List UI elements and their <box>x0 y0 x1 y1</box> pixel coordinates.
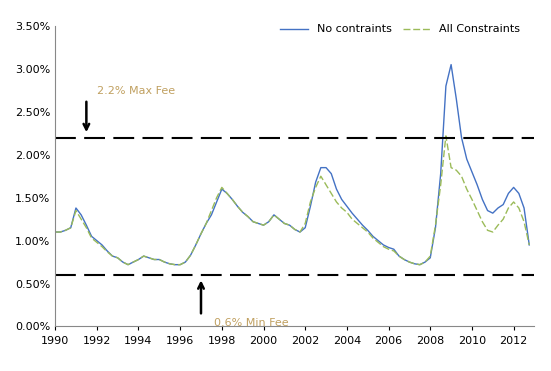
All Constraints <box>442 134 449 138</box>
No contraints <box>125 262 131 267</box>
Legend: No contraints, All Constraints: No contraints, All Constraints <box>276 20 525 39</box>
No contraints <box>338 197 345 201</box>
All Constraints <box>432 223 439 227</box>
No contraints <box>526 243 533 247</box>
Line: All Constraints: All Constraints <box>55 136 530 265</box>
No contraints <box>437 171 444 176</box>
Text: 0.6% Min Fee: 0.6% Min Fee <box>213 318 288 328</box>
No contraints <box>427 256 434 260</box>
No contraints <box>52 230 58 234</box>
All Constraints <box>125 262 131 267</box>
All Constraints <box>338 206 345 210</box>
All Constraints <box>52 230 58 234</box>
No contraints <box>432 226 439 230</box>
Line: No contraints: No contraints <box>55 65 530 265</box>
No contraints <box>458 135 465 140</box>
No contraints <box>448 62 455 67</box>
All Constraints <box>437 183 444 187</box>
All Constraints <box>526 243 533 247</box>
All Constraints <box>458 174 465 178</box>
No contraints <box>406 260 413 264</box>
Text: 2.2% Max Fee: 2.2% Max Fee <box>97 86 175 96</box>
All Constraints <box>427 254 434 258</box>
All Constraints <box>406 260 413 264</box>
